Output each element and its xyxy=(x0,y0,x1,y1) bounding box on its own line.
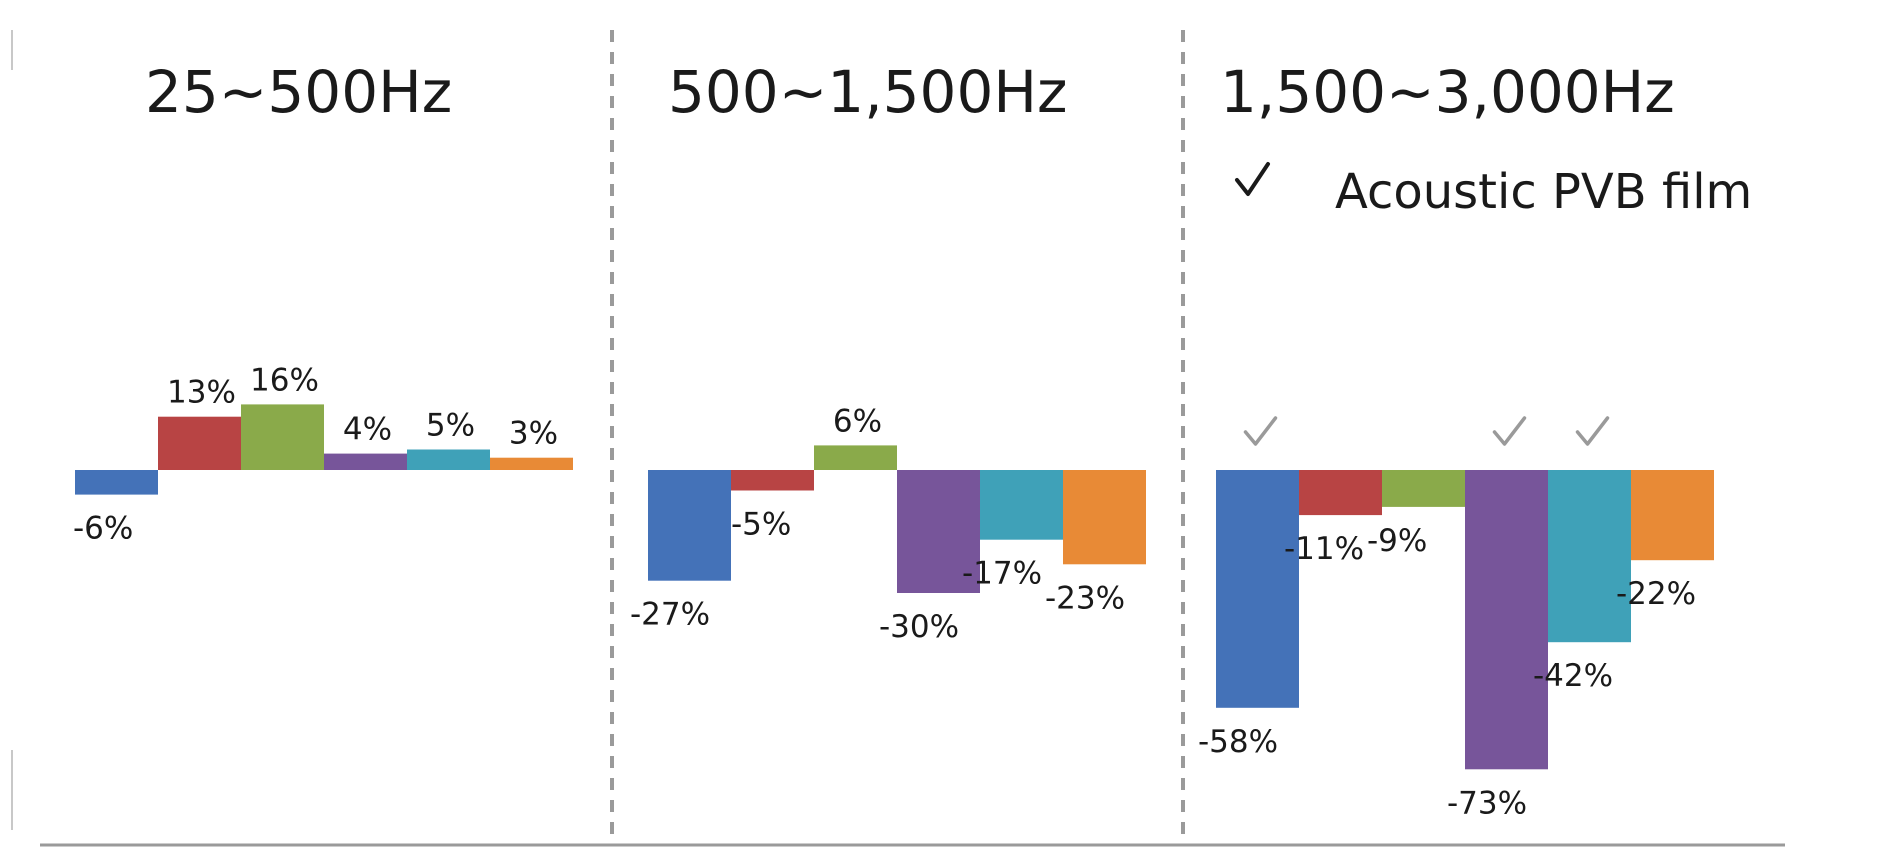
data-label-p2-s5: -17% xyxy=(962,556,1042,592)
bar-p3-s5 xyxy=(1548,470,1631,643)
data-label-p2-s2: -5% xyxy=(731,507,791,543)
panel-titles: 25~500Hz 500~1,500Hz 1,500~3,000Hz xyxy=(145,58,1675,126)
data-label-p3-s6: -22% xyxy=(1616,576,1696,612)
bar-p2-s6 xyxy=(1063,470,1146,565)
bar-p2-s4 xyxy=(897,470,980,593)
data-label-p1-s3: 16% xyxy=(250,362,319,398)
bar-p2-s3 xyxy=(814,445,897,470)
acoustic-check-icon-p3-s1 xyxy=(1243,416,1278,446)
bar-p1-s4 xyxy=(324,453,407,470)
bar-p2-s1 xyxy=(648,470,731,581)
data-label-p1-s5: 5% xyxy=(426,408,475,444)
chart-marks: -6% 13% 16% 4% 5% 3% -27% -5% 6% -30%-17%-23% -58%… xyxy=(73,362,1714,821)
data-label-p2-s3: 6% xyxy=(833,403,882,439)
bar-p3-s4 xyxy=(1465,470,1548,770)
legend: Acoustic PVB film xyxy=(1235,162,1752,220)
data-label-p1-s1: -6% xyxy=(73,511,133,547)
data-label-p3-s4: -73% xyxy=(1447,785,1527,821)
bar-p1-s2 xyxy=(158,416,241,470)
bar-p1-s1 xyxy=(75,470,158,495)
data-label-p2-s4: -30% xyxy=(879,609,959,645)
data-label-p3-s1: -58% xyxy=(1198,724,1278,760)
bar-p3-s2 xyxy=(1299,470,1382,516)
panel-title-high: 1,500~3,000Hz xyxy=(1220,58,1675,126)
bar-p1-s3 xyxy=(241,404,324,470)
legend-label: Acoustic PVB film xyxy=(1335,164,1752,220)
bar-p3-s6 xyxy=(1631,470,1714,561)
bar-p2-s2 xyxy=(731,470,814,491)
bar-p3-s3 xyxy=(1382,470,1465,507)
data-label-p1-s4: 4% xyxy=(343,412,392,448)
data-label-p2-s1: -27% xyxy=(630,597,710,633)
bar-p1-s5 xyxy=(407,449,490,470)
data-label-p1-s6: 3% xyxy=(509,416,558,452)
panel-title-low: 25~500Hz xyxy=(145,58,452,126)
bar-p2-s5 xyxy=(980,470,1063,540)
legend-check-icon xyxy=(1235,162,1270,196)
acoustic-check-icon-p3-s4 xyxy=(1492,416,1527,446)
bar-p1-s6 xyxy=(490,457,573,470)
data-label-p3-s5: -42% xyxy=(1533,658,1613,694)
data-label-p2-s6: -23% xyxy=(1045,580,1125,616)
panel-title-mid: 500~1,500Hz xyxy=(668,58,1067,126)
bar-p3-s1 xyxy=(1216,470,1299,708)
data-label-p3-s3: -9% xyxy=(1367,523,1427,559)
acoustic-check-icon-p3-s5 xyxy=(1575,416,1610,446)
data-label-p3-s2: -11% xyxy=(1284,531,1364,567)
data-label-p1-s2: 13% xyxy=(167,375,236,411)
